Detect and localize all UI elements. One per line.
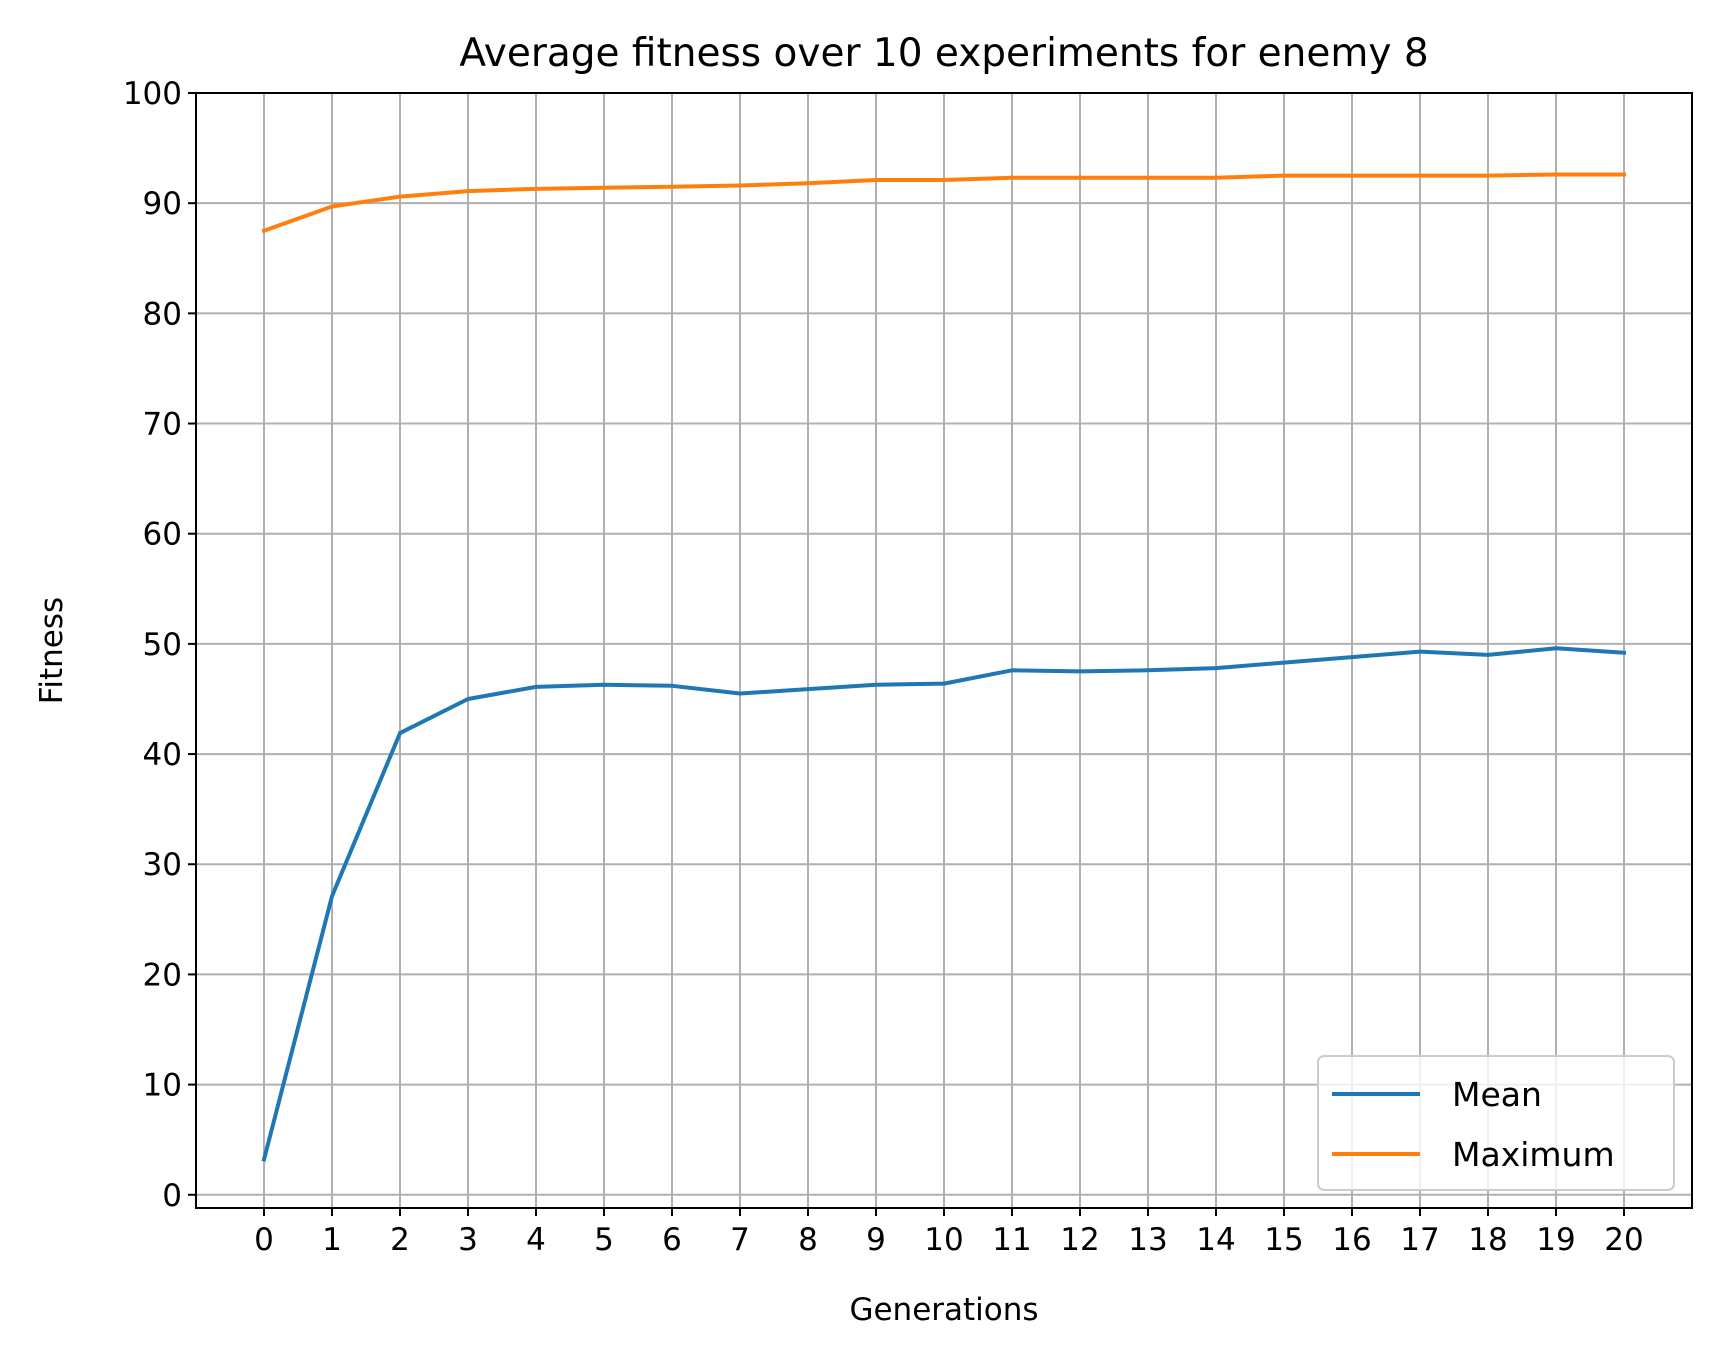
- y-axis-label: Fitness: [34, 597, 70, 704]
- y-tick-label: 10: [143, 1068, 182, 1104]
- x-tick-label: 6: [662, 1222, 682, 1258]
- x-tick-label: 1: [322, 1222, 342, 1258]
- legend: Mean Maximum: [1317, 1055, 1675, 1191]
- y-tick-label: 100: [123, 76, 182, 112]
- chart-title: Average fitness over 10 experiments for …: [459, 31, 1428, 76]
- x-tick-label: 7: [730, 1222, 750, 1258]
- y-tick-label: 60: [143, 517, 182, 553]
- x-tick-label: 0: [254, 1222, 274, 1258]
- x-tick-label: 16: [1332, 1222, 1371, 1258]
- grid: [196, 92, 1692, 1208]
- x-tick-label: 8: [798, 1222, 818, 1258]
- x-tick-label: 15: [1264, 1222, 1303, 1258]
- x-tick-label: 5: [594, 1222, 614, 1258]
- y-tick-label: 20: [143, 957, 182, 993]
- x-tick-label: 3: [458, 1222, 478, 1258]
- series-lines: [261, 172, 1627, 1162]
- y-tick-label: 80: [143, 296, 182, 332]
- x-tick-label: 20: [1604, 1222, 1643, 1258]
- x-tick-label: 13: [1128, 1222, 1167, 1258]
- y-tick-label: 70: [143, 407, 182, 443]
- x-tick-label: 12: [1060, 1222, 1099, 1258]
- x-axis-label: Generations: [849, 1292, 1038, 1328]
- y-tick-label: 40: [143, 737, 182, 773]
- y-tick-label: 90: [143, 186, 182, 222]
- x-tick-label: 11: [992, 1222, 1031, 1258]
- y-tick-label: 50: [143, 627, 182, 663]
- x-tick-label: 18: [1468, 1222, 1507, 1258]
- y-tick-label: 30: [143, 847, 182, 883]
- ticks: 0 1 2 3 4 5 6 7 8 9 10 11 12 13 14 15 16 17 18 19 2001020304…: [123, 76, 1644, 1258]
- x-tick-label: 17: [1400, 1222, 1439, 1258]
- legend-label-mean: Mean: [1452, 1075, 1542, 1114]
- x-tick-label: 9: [866, 1222, 886, 1258]
- x-tick-label: 19: [1536, 1222, 1575, 1258]
- legend-label-maximum: Maximum: [1452, 1135, 1615, 1174]
- x-tick-label: 4: [526, 1222, 546, 1258]
- x-tick-label: 14: [1196, 1222, 1235, 1258]
- x-tick-label: 2: [390, 1222, 410, 1258]
- y-tick-label: 0: [162, 1178, 182, 1214]
- legend-box: [1317, 1055, 1675, 1191]
- x-tick-label: 10: [924, 1222, 963, 1258]
